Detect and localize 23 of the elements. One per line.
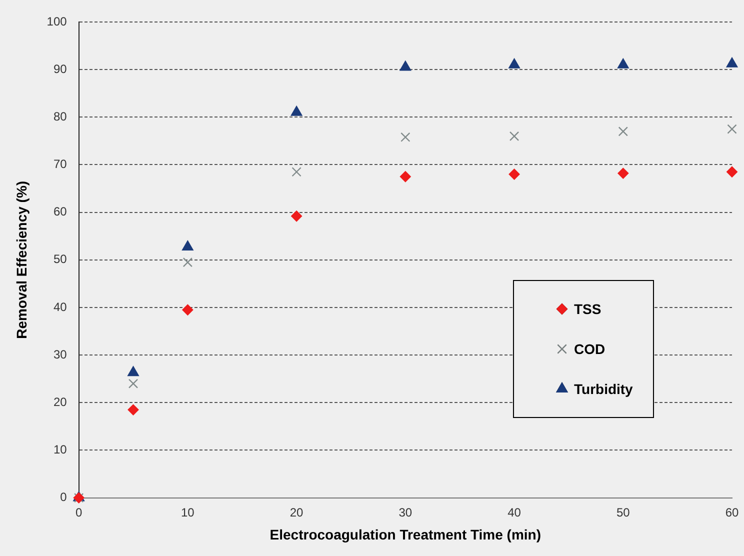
x-tick-label: 0: [75, 505, 82, 520]
y-tick-label: 30: [53, 347, 68, 362]
x-tick-label: 50: [616, 505, 630, 520]
y-tick-label: 100: [46, 14, 68, 28]
x-tick-label: 40: [508, 505, 522, 520]
y-tick-label: 80: [53, 109, 68, 124]
y-tick-label: 70: [53, 157, 68, 172]
legend-label: Turbidity: [574, 381, 633, 397]
y-tick-label: 90: [53, 62, 68, 76]
legend-label: COD: [574, 341, 606, 357]
legend-label: TSS: [574, 301, 602, 317]
y-tick-label: 50: [53, 252, 68, 266]
x-tick-label: 20: [290, 505, 304, 520]
x-tick-label: 30: [398, 505, 412, 520]
y-tick-label: 0: [60, 490, 68, 504]
y-tick-label: 20: [53, 394, 68, 409]
x-tick-label: 10: [181, 505, 195, 520]
x-tick-label: 60: [725, 505, 739, 520]
y-tick-label: 40: [53, 300, 68, 314]
y-axis-title: Removal Effeciency (%): [13, 180, 30, 339]
y-tick-label: 10: [53, 442, 68, 457]
y-tick-label: 60: [53, 204, 68, 219]
x-axis-title: Electrocoagulation Treatment Time (min): [270, 526, 542, 542]
